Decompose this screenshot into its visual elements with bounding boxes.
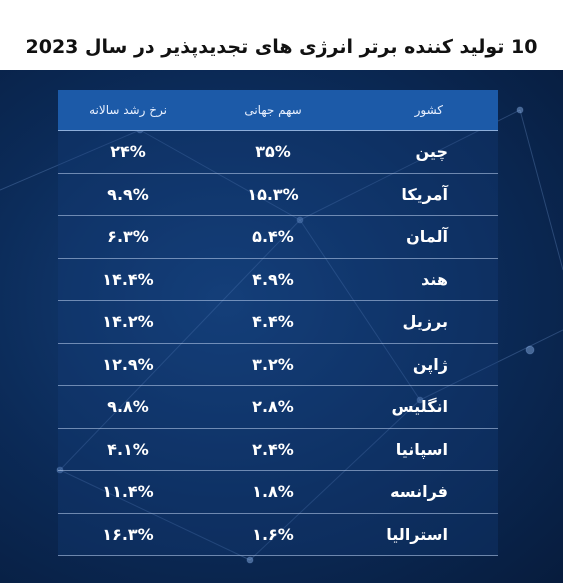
table-cell: فرانسه xyxy=(390,482,448,502)
table-row: ژاپن ۳.۲% ۱۲.۹% xyxy=(58,343,498,386)
table-cell: ۲.۸% xyxy=(252,397,294,417)
table-cell: ۴.۱% xyxy=(107,439,149,459)
header-cell: کشور xyxy=(414,103,443,117)
table-cell: ۵.۴% xyxy=(252,227,294,247)
table-row: استرالیا ۱.۶% ۱۶.۳% xyxy=(58,513,498,556)
title: 10 تولید کننده برتر انرژی های تجدیدپذیر … xyxy=(25,36,538,58)
table-cell: ۱۶.۳% xyxy=(102,524,154,544)
table-cell: آمریکا xyxy=(401,184,448,204)
table-cell: ژاپن xyxy=(412,354,448,374)
table-cell: ۱۲.۹% xyxy=(102,354,154,374)
table-cell: هند xyxy=(421,269,448,289)
background xyxy=(0,70,563,583)
table-cell: ۹.۹% xyxy=(107,184,149,204)
header-cell: نرخ رشد سالانه xyxy=(89,103,167,117)
table-row: فرانسه ۱.۸% ۱۱.۴% xyxy=(58,471,498,514)
table-row: چین ۳۵% ۲۴% xyxy=(58,131,498,174)
table-row: آلمان ۵.۴% ۶.۳% xyxy=(58,216,498,259)
table-row: اسپانیا ۲.۴% ۴.۱% xyxy=(58,428,498,471)
table-cell: آلمان xyxy=(406,227,448,247)
table-cell: چین xyxy=(415,142,448,162)
table-row: انگلیس ۲.۸% ۹.۸% xyxy=(58,386,498,429)
table-cell: استرالیا xyxy=(386,524,448,544)
table-cell: ۳۵% xyxy=(255,142,291,162)
table-cell: ۱.۶% xyxy=(252,524,294,544)
table-cell: ۴.۴% xyxy=(252,312,294,332)
table-cell: ۳.۲% xyxy=(252,354,294,374)
table-row: برزیل ۴.۴% ۱۴.۲% xyxy=(58,301,498,344)
table: کشور سهم جهانی نرخ رشد سالانه چین ۳۵% ۲۴% آمری… xyxy=(58,90,498,556)
table-cell: ۲۴% xyxy=(110,142,146,162)
table-cell: ۴.۹% xyxy=(252,269,294,289)
table-cell: ۱۱.۴% xyxy=(102,482,154,502)
table-cell: ۶.۳% xyxy=(107,227,149,247)
table-cell: ۹.۸% xyxy=(107,397,149,417)
table-cell: انگلیس xyxy=(391,397,448,417)
table-cell: ۱.۸% xyxy=(252,482,294,502)
table-cell: ۱۵.۳% xyxy=(247,184,299,204)
table-row: آمریکا ۱۵.۳% ۹.۹% xyxy=(58,173,498,216)
table-cell: ۲.۴% xyxy=(252,439,294,459)
table-cell: ۱۴.۴% xyxy=(102,269,154,289)
table-row: هند ۴.۹% ۱۴.۴% xyxy=(58,258,498,301)
table-cell: اسپانیا xyxy=(395,439,448,459)
table-cell: ۱۴.۲% xyxy=(102,312,154,332)
header-row: کشور سهم جهانی نرخ رشد سالانه xyxy=(58,90,498,131)
table-cell: برزیل xyxy=(402,312,448,332)
header-cell: سهم جهانی xyxy=(244,103,302,117)
